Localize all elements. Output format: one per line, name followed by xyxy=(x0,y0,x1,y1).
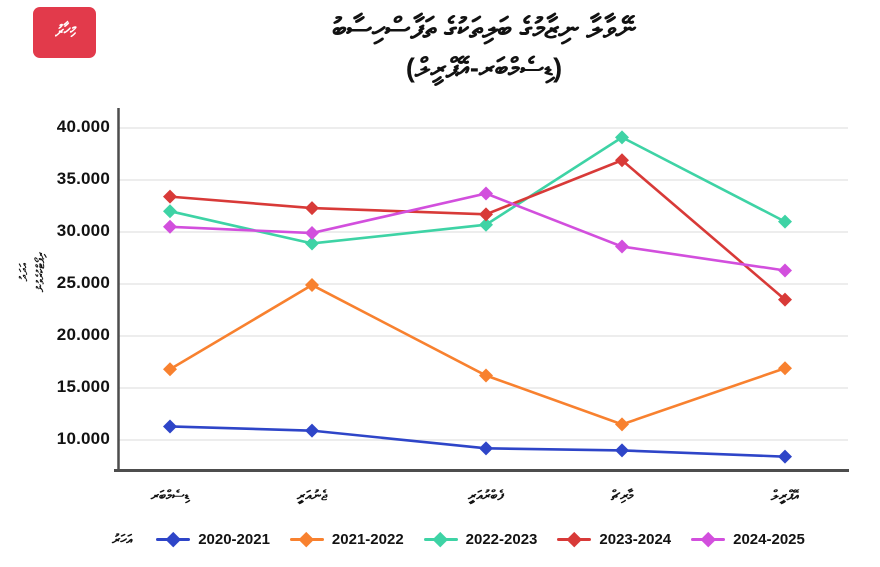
chart-title: ނޭވާލާ ނިޒާމުގެ ބަލިތަކުގެ ތަފާސްހިސާބު xyxy=(332,13,636,45)
series-line-2022-2023 xyxy=(169,135,786,245)
diamond-marker-icon xyxy=(156,531,191,547)
y-tick-label: 40.000 xyxy=(56,117,110,136)
legend-entry-2020-2021: 2020-2021 xyxy=(156,531,270,548)
data-point-2024-2025-March xyxy=(615,239,629,254)
y-tick-label: 20.000 xyxy=(56,325,110,344)
diamond-marker-icon xyxy=(691,531,726,547)
data-point-2024-2025-February xyxy=(479,186,493,201)
diamond-marker-icon xyxy=(557,531,592,547)
data-point-2021-2022-February xyxy=(479,368,493,383)
x-axis-label-April: އޭޕްރީލް xyxy=(770,487,800,503)
data-point-2024-2025-December xyxy=(163,219,177,234)
legend-title: އަހަރު xyxy=(112,531,133,547)
legend-label: 2024-2025 xyxy=(733,531,805,548)
legend: އަހަރު 2020-2021 2021-2022 2022-2023 2023-2… xyxy=(112,531,870,548)
legend-diamond xyxy=(165,531,181,547)
data-point-2024-2025-January xyxy=(305,226,319,241)
data-point-2023-2024-December xyxy=(163,189,177,204)
y-tick-label: 35.000 xyxy=(56,169,110,188)
data-point-2020-2021-April xyxy=(778,449,792,464)
data-point-2020-2021-March xyxy=(615,443,629,458)
data-point-2024-2025-April xyxy=(778,263,792,278)
data-point-2021-2022-April xyxy=(778,361,792,376)
data-point-2020-2021-December xyxy=(163,419,177,434)
legend-diamond xyxy=(566,531,582,547)
diamond-marker-icon xyxy=(423,531,458,547)
data-point-2022-2023-January xyxy=(305,236,319,251)
data-point-2023-2024-February xyxy=(479,207,493,222)
data-point-2020-2021-January xyxy=(305,423,319,438)
legend-diamond xyxy=(432,531,448,547)
y-tick-label: 15.000 xyxy=(56,377,110,396)
legend-label: 2022-2023 xyxy=(465,531,538,548)
diamond-marker-icon xyxy=(289,531,324,547)
legend-diamond xyxy=(299,531,315,547)
data-point-2022-2023-December xyxy=(163,204,177,219)
legend-entry-2023-2024: 2023-2024 xyxy=(557,531,671,548)
data-point-2023-2024-April xyxy=(778,292,792,307)
legend-label: 2021-2022 xyxy=(331,531,404,548)
legend-label: 2020-2021 xyxy=(198,531,270,548)
data-point-2022-2023-March xyxy=(615,130,629,145)
x-axis-label-January: ޖެނުއަރީ xyxy=(296,487,328,503)
data-point-2023-2024-March xyxy=(615,153,629,168)
y-tick-label: 25.000 xyxy=(56,273,110,292)
legend-label: 2023-2024 xyxy=(599,531,672,548)
data-point-2021-2022-December xyxy=(163,362,177,377)
legend-diamond xyxy=(700,531,716,547)
x-axis-label-March: މާރިޗް xyxy=(610,487,634,503)
y-tick-label: 30.000 xyxy=(56,221,110,240)
mihaaru-logo: މިހާރު xyxy=(33,7,96,58)
chart-subtitle: (ޑިސެމްބަރ-އޭޕްރީލް) xyxy=(405,53,563,84)
y-tick-label: 10.000 xyxy=(56,429,110,448)
data-point-2020-2021-February xyxy=(479,441,493,456)
legend-entry-2022-2023: 2022-2023 xyxy=(423,531,538,548)
data-point-2023-2024-January xyxy=(305,201,319,216)
x-axis-label-December: ޑިސެމްބަރ xyxy=(150,487,190,503)
data-point-2022-2023-April xyxy=(778,214,792,229)
data-point-2021-2022-January xyxy=(305,278,319,293)
x-axis-label-February: ފެބްރުއަރީ xyxy=(468,487,504,503)
series-line-2020-2021 xyxy=(169,425,786,458)
series-line-2021-2022 xyxy=(169,283,786,426)
legend-entry-2021-2022: 2021-2022 xyxy=(289,531,404,548)
legend-entry-2024-2025: 2024-2025 xyxy=(691,531,805,548)
data-point-2021-2022-March xyxy=(615,417,629,432)
chart-header: ނޭވާލާ ނިޒާމުގެ ބަލިތަކުގެ ތަފާސްހިސާބު … xyxy=(118,8,850,88)
data-point-2022-2023-February xyxy=(479,217,493,232)
